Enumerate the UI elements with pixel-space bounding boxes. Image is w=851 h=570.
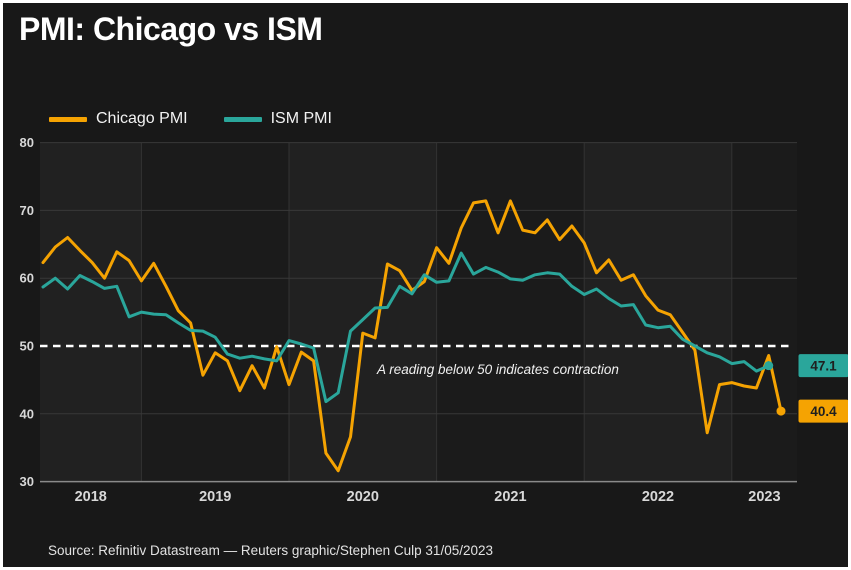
legend-item-ism-pmi: ISM PMI [223,110,332,128]
chicago-pmi-line [41,199,783,473]
chicago-pmi-swatch-icon [49,116,87,122]
y-axis-tick: 40 [20,406,34,421]
year-band [731,142,797,482]
legend-item-chicago-pmi: Chicago PMI [49,110,188,128]
ism-pmi-line [41,251,771,404]
pmi-chart: A reading below 50 indicates contraction… [20,135,848,505]
legend-label: ISM PMI [270,110,332,127]
year-band [584,142,732,482]
x-axis-tick: 2022 [642,489,674,505]
chart-legend: Chicago PMI ISM PMI [49,110,332,128]
x-axis-tick: 2023 [748,489,780,505]
x-axis-tick: 2020 [347,489,379,505]
chicago-pmi-end-dot [776,406,786,416]
x-axis-tick: 2021 [494,489,526,505]
y-axis-tick: 60 [20,271,34,286]
year-band [141,142,289,482]
source-attribution: Source: Refinitiv Datastream — Reuters g… [48,543,493,558]
year-band [40,142,142,482]
value-chip-label: 47.1 [810,358,837,373]
year-band [289,142,437,482]
y-axis-tick: 50 [20,339,34,354]
value-chip-chicago [798,399,848,423]
ism-pmi-end-dot [764,361,774,371]
y-axis-tick: 30 [20,474,34,489]
y-axis-tick: 70 [20,203,34,218]
legend-label: Chicago PMI [96,110,188,127]
page-title: PMI: Chicago vs ISM [19,11,323,47]
year-band [436,142,585,482]
value-chip-label: 40.4 [810,404,837,419]
y-axis-tick: 80 [20,135,34,150]
x-axis-tick: 2019 [199,489,231,505]
annotation-text: A reading below 50 indicates contraction [376,362,619,377]
ism-pmi-swatch-icon [223,116,262,122]
value-chip-ism [798,354,848,378]
x-axis-tick: 2018 [75,489,107,505]
